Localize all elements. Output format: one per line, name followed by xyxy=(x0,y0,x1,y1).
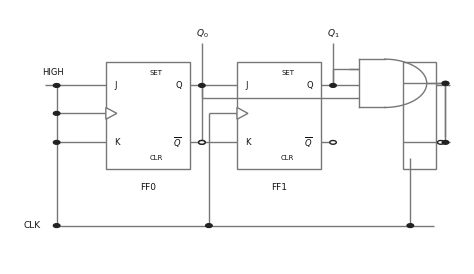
Polygon shape xyxy=(359,59,427,107)
Text: FF1: FF1 xyxy=(271,183,287,192)
Text: $\overline{Q}$: $\overline{Q}$ xyxy=(304,135,313,150)
Text: HIGH: HIGH xyxy=(43,68,64,78)
Circle shape xyxy=(407,224,414,227)
Polygon shape xyxy=(106,107,117,119)
Circle shape xyxy=(54,141,60,144)
Circle shape xyxy=(206,224,212,227)
Polygon shape xyxy=(237,107,248,119)
Circle shape xyxy=(442,141,449,144)
Circle shape xyxy=(54,224,60,227)
Text: CLK: CLK xyxy=(24,221,41,230)
Circle shape xyxy=(54,84,60,87)
Circle shape xyxy=(199,84,205,87)
Circle shape xyxy=(199,141,205,144)
Text: K: K xyxy=(114,138,120,147)
Circle shape xyxy=(442,81,449,85)
Text: CLR: CLR xyxy=(281,155,294,161)
Text: $Q_0$: $Q_0$ xyxy=(195,27,208,40)
Text: K: K xyxy=(246,138,251,147)
Bar xyxy=(403,62,436,169)
Bar xyxy=(106,62,190,169)
Text: $\overline{Q}$: $\overline{Q}$ xyxy=(173,135,182,150)
Text: Q: Q xyxy=(175,81,182,90)
Text: Q: Q xyxy=(306,81,313,90)
Text: CLR: CLR xyxy=(150,155,163,161)
Circle shape xyxy=(442,81,449,85)
Text: $Q_1$: $Q_1$ xyxy=(327,27,339,40)
Text: SET: SET xyxy=(150,70,163,76)
Circle shape xyxy=(54,112,60,115)
Text: FF0: FF0 xyxy=(140,183,156,192)
Text: J: J xyxy=(246,81,248,90)
Circle shape xyxy=(330,141,337,144)
Text: SET: SET xyxy=(281,70,294,76)
Bar xyxy=(237,62,321,169)
Circle shape xyxy=(199,141,205,144)
Text: J: J xyxy=(114,81,117,90)
Circle shape xyxy=(438,141,444,144)
Circle shape xyxy=(330,84,337,87)
